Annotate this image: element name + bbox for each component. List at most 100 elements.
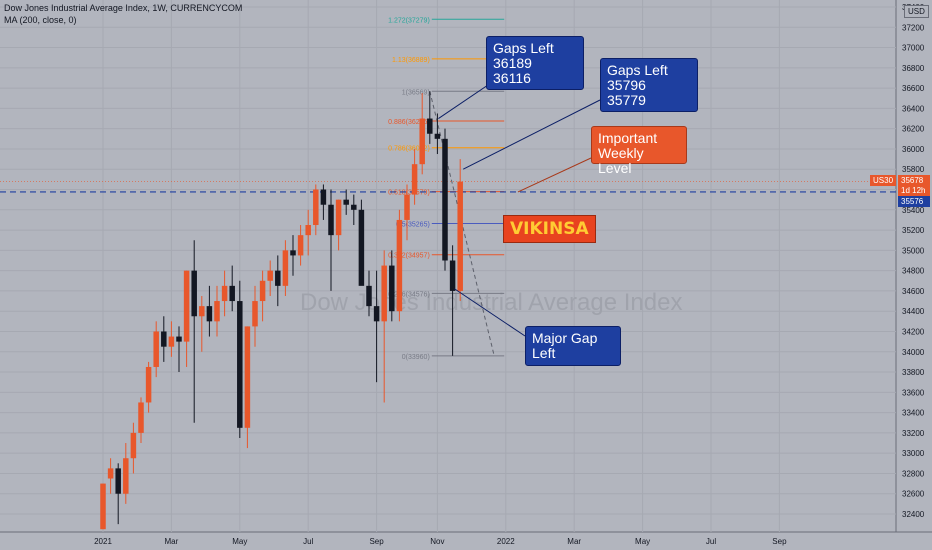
candle-body[interactable] (183, 270, 190, 342)
candle-body[interactable] (427, 118, 433, 134)
candle-body[interactable] (282, 250, 289, 286)
candle-body[interactable] (343, 199, 349, 205)
candle-body[interactable] (290, 250, 296, 256)
candle-body[interactable] (457, 181, 463, 291)
fib-level-label: 1.272(37279) (388, 17, 430, 24)
callout-line: 35779 (607, 92, 646, 108)
callout-line: Gaps Left (493, 40, 554, 56)
symbol-badge: US30 (870, 175, 897, 186)
candle-body[interactable] (214, 301, 220, 322)
y-tick-label: 35800 (902, 165, 925, 174)
y-tick-label: 34000 (902, 348, 925, 357)
candle-body[interactable] (153, 331, 159, 367)
candle-body[interactable] (138, 402, 144, 433)
last-price-badge: 35678 (898, 175, 930, 186)
y-tick-label: 32800 (902, 469, 925, 478)
important-level-callout[interactable]: Important Weekly Level (591, 126, 687, 176)
y-tick-label: 34400 (902, 307, 925, 316)
candle-body[interactable] (191, 270, 197, 317)
candle-body[interactable] (244, 326, 251, 428)
candle-body[interactable] (381, 265, 387, 322)
x-tick-label: 2021 (94, 537, 112, 546)
candle-body[interactable] (161, 331, 167, 347)
candle-body[interactable] (351, 204, 357, 210)
indicator-label[interactable]: MA (200, close, 0) (4, 15, 77, 25)
candle-body[interactable] (100, 483, 106, 530)
candle-body[interactable] (115, 468, 121, 494)
candle-body[interactable] (297, 235, 304, 256)
y-tick-label: 33200 (902, 429, 925, 438)
fib-level-label: 1(36569) (402, 89, 430, 96)
candle-body[interactable] (305, 225, 311, 236)
candle-body[interactable] (411, 164, 418, 195)
candle-body[interactable] (176, 336, 182, 342)
timer-badge: 1d 12h (898, 185, 930, 196)
candle-body[interactable] (396, 219, 403, 312)
candle-body[interactable] (107, 468, 114, 479)
y-tick-label: 33400 (902, 409, 925, 418)
y-tick-label: 34600 (902, 287, 925, 296)
y-tick-label: 35200 (902, 226, 925, 235)
candle-body[interactable] (168, 336, 175, 347)
gaps-left-callout-2[interactable]: Gaps Left 35796 35779 (600, 58, 698, 112)
candle-body[interactable] (442, 138, 448, 261)
candle-body[interactable] (123, 458, 129, 494)
callout-line: Weekly Level (598, 145, 644, 176)
callout-pointer (454, 288, 526, 337)
candle-body[interactable] (130, 432, 137, 459)
callout-line: Major Gap (532, 330, 598, 346)
fib-level-label: 0.236(34576) (388, 291, 430, 298)
x-tick-label: Jul (303, 537, 313, 546)
candle-body[interactable] (449, 260, 456, 291)
candle-body[interactable] (335, 199, 342, 236)
candle-body[interactable] (313, 189, 319, 226)
fib-level-label: 1.13(36889) (392, 57, 430, 64)
candle-body[interactable] (267, 270, 273, 281)
callout-line: Important (598, 130, 658, 146)
y-tick-label: 33000 (902, 449, 925, 458)
y-tick-label: 36800 (902, 64, 925, 73)
y-tick-label: 34800 (902, 267, 925, 276)
candle-body[interactable] (366, 285, 372, 307)
y-tick-label: 34200 (902, 327, 925, 336)
candle-body[interactable] (221, 285, 228, 302)
x-tick-label: Nov (430, 537, 444, 546)
candle-body[interactable] (199, 306, 205, 317)
y-tick-label: 35000 (902, 246, 925, 255)
candle-body[interactable] (259, 280, 266, 302)
y-tick-label: 37000 (902, 44, 925, 53)
candle-body[interactable] (404, 194, 410, 220)
candle-body[interactable] (145, 366, 152, 403)
price-axis-panel (896, 0, 932, 532)
candle-body[interactable] (206, 306, 213, 322)
candle-body[interactable] (389, 265, 395, 312)
candle-body[interactable] (358, 209, 365, 286)
candle-body[interactable] (275, 270, 281, 286)
currency-label[interactable]: USD (904, 5, 929, 18)
candle-body[interactable] (373, 306, 380, 322)
y-tick-label: 32400 (902, 510, 925, 519)
x-tick-label: Sep (369, 537, 384, 546)
x-tick-label: Sep (772, 537, 787, 546)
x-tick-label: Jul (706, 537, 716, 546)
candle-body[interactable] (328, 204, 334, 236)
callout-line: Gaps Left (607, 62, 668, 78)
x-tick-label: Mar (567, 537, 581, 546)
y-tick-label: 33800 (902, 368, 925, 377)
candle-body[interactable] (434, 133, 441, 139)
candle-body[interactable] (419, 118, 425, 165)
candle-body[interactable] (237, 301, 243, 428)
y-tick-label: 35400 (902, 206, 925, 215)
x-tick-label: Mar (165, 537, 179, 546)
callout-pointer (462, 99, 601, 170)
gaps-left-callout-1[interactable]: Gaps Left 36189 36116 (486, 36, 584, 90)
candle-body[interactable] (320, 189, 327, 205)
candle-body[interactable] (229, 285, 235, 302)
y-tick-label: 32600 (902, 490, 925, 499)
fib-level-label: 0(33960) (402, 354, 430, 361)
candle-body[interactable] (252, 301, 258, 327)
major-gap-callout[interactable]: Major Gap Left (525, 326, 621, 366)
y-tick-label: 37200 (902, 23, 925, 32)
